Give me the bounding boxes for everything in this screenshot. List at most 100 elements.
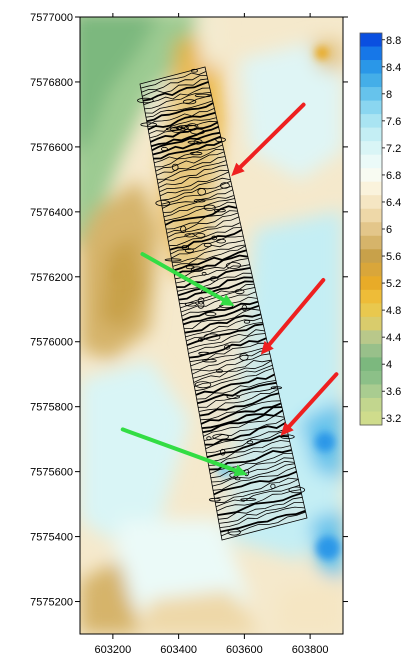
contour-loop: [288, 486, 306, 494]
contour-line: [213, 466, 297, 491]
colorbar-swatch: [360, 330, 382, 345]
colorbar-label: 6: [386, 224, 392, 236]
contour-line: [215, 484, 300, 508]
contour-loop: [185, 265, 195, 270]
arrow-head: [233, 464, 248, 477]
contour-line: [172, 245, 246, 267]
contour-line: [177, 276, 253, 297]
y-tick-label: 7575200: [30, 597, 73, 609]
contour-loop: [201, 271, 207, 276]
contour-line: [162, 189, 233, 209]
colorbar-swatch: [360, 46, 382, 61]
arrow-shaft: [267, 278, 326, 347]
colorbar-label: 4.8: [386, 305, 401, 317]
contour-line: [198, 386, 278, 408]
contour-loop: [198, 337, 204, 342]
contour-line: [208, 445, 291, 466]
arrow-shaft: [120, 427, 238, 473]
red-arrow: [260, 278, 326, 355]
colorbar-swatch: [360, 168, 382, 183]
colorbar-label: 4.4: [386, 332, 401, 344]
contour-line: [166, 212, 239, 234]
contour-loop: [211, 235, 218, 241]
contour-loop: [155, 200, 171, 207]
contour-line: [192, 353, 270, 375]
contour-line: [171, 240, 244, 259]
colorbar-label: 5.2: [386, 278, 401, 290]
contour-line: [184, 308, 260, 329]
contour-loop: [203, 333, 221, 341]
contour-loop: [224, 344, 231, 350]
contour-line: [150, 121, 219, 143]
contour-loop: [193, 198, 206, 203]
contour-loop: [241, 304, 248, 311]
contour-line: [192, 359, 271, 379]
contour-line: [144, 92, 211, 110]
colorbar-swatch: [360, 370, 382, 385]
contour-line: [199, 392, 280, 417]
colorbar-swatch: [360, 357, 382, 372]
contour-loop: [137, 97, 154, 104]
colorbar-swatch: [360, 397, 382, 412]
colorbar-swatch: [360, 384, 382, 399]
arrow-head: [220, 294, 235, 307]
contour-line: [221, 511, 307, 537]
y-tick-label: 7575800: [30, 402, 73, 414]
contour-line: [141, 75, 207, 93]
y-tick-label: 7576000: [30, 337, 73, 349]
contour-loop: [194, 381, 212, 389]
contour-loop: [197, 297, 205, 305]
contour-loop: [246, 440, 254, 445]
contour-line: [172, 244, 245, 263]
contour-loop: [190, 128, 205, 135]
contour-loop: [184, 302, 198, 307]
colorbar-swatch: [360, 60, 382, 74]
contour-line: [168, 222, 241, 242]
contour-loop: [243, 319, 251, 324]
contour-line: [198, 388, 279, 412]
colorbar-swatch: [360, 316, 382, 331]
y-tick-label: 7576200: [30, 272, 73, 284]
colorbar-swatch: [360, 262, 382, 277]
annotation-arrows: [120, 102, 339, 477]
contour-line: [159, 177, 231, 197]
contour-line: [154, 144, 223, 164]
contour-loop: [215, 137, 226, 143]
contour-line: [218, 502, 304, 524]
contour-line: [202, 409, 284, 434]
contour-loop: [225, 262, 242, 269]
contour-loop: [180, 225, 187, 233]
contour-loop: [197, 301, 205, 309]
colorbar-swatch: [360, 87, 382, 101]
arrow-shaft: [140, 252, 226, 302]
colorbar-label: 8.4: [386, 62, 401, 74]
contour-loop: [160, 146, 168, 152]
contour-line: [166, 210, 238, 230]
contour-line: [153, 140, 223, 160]
contour-line: [146, 102, 214, 123]
x-tick-label: 603800: [292, 644, 329, 656]
colorbar-swatch: [360, 235, 382, 250]
contour-loop: [203, 242, 212, 248]
arrow-shaft: [238, 102, 306, 169]
colorbar-swatch: [360, 114, 382, 129]
contour-loop: [198, 351, 210, 355]
contour-loop: [171, 163, 179, 171]
contour-loop: [280, 434, 295, 440]
contour-fill: [80, 17, 343, 634]
contour-loop: [181, 244, 190, 250]
colorbar-swatch: [360, 100, 382, 115]
contour-loop: [226, 394, 241, 399]
contour-line: [157, 164, 228, 184]
contour-line: [140, 71, 207, 89]
colorbar-swatch: [360, 195, 382, 210]
contour-loop: [209, 276, 219, 282]
contour-line: [145, 100, 213, 118]
contour-line: [179, 283, 255, 305]
contour-loop: [203, 204, 216, 211]
contour-line: [200, 402, 282, 425]
contour-loop: [234, 477, 241, 481]
contour-line: [214, 477, 298, 499]
y-tick-label: 7576600: [30, 142, 73, 154]
contour-line: [218, 496, 303, 520]
